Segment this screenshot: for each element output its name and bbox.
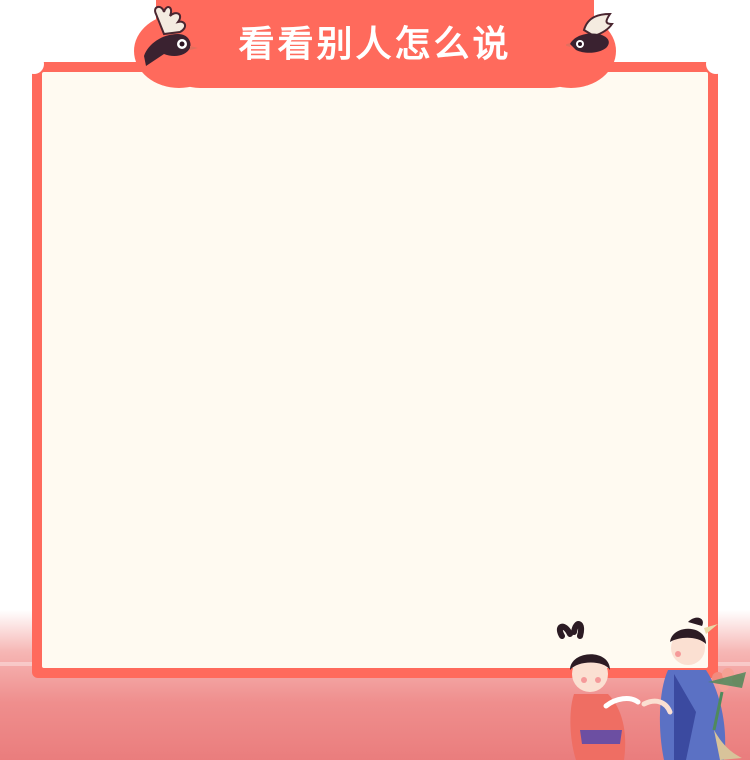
frame-corner-notch [706, 54, 726, 74]
content-panel [42, 72, 708, 668]
couple-illustration [556, 617, 746, 760]
title-banner [134, 0, 616, 88]
flower-bouquet [708, 668, 746, 731]
girl-figure [556, 621, 641, 760]
page-title: 看看别人怎么说 [238, 23, 512, 65]
frame-corner-notch [24, 54, 44, 74]
magpie-icon [144, 6, 198, 66]
boy-figure [641, 617, 742, 760]
magpie-icon [566, 12, 614, 53]
